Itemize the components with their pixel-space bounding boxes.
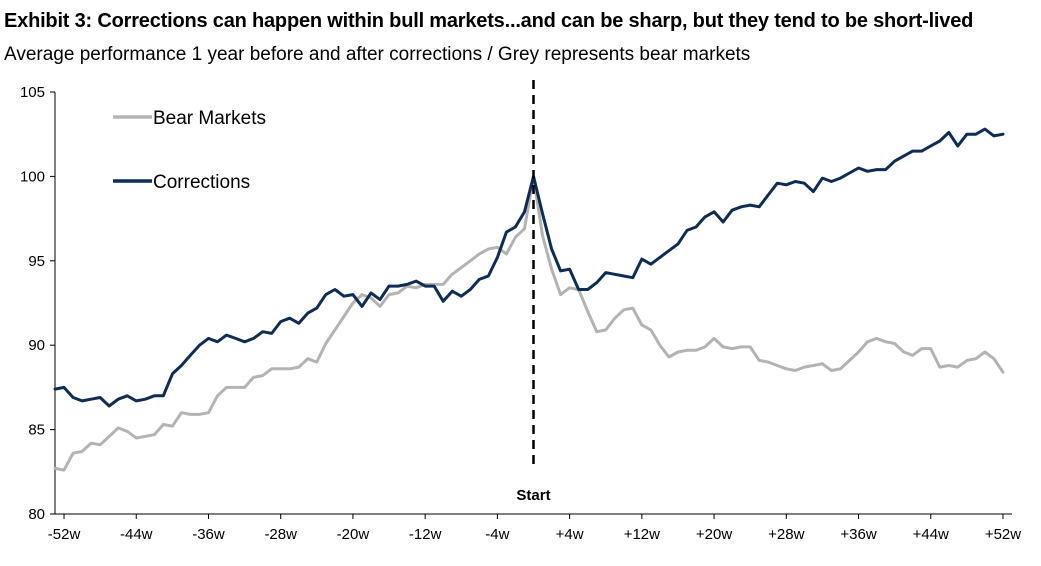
chart-legend: Bear Markets Corrections [113,108,266,193]
x-tick-label: +52w [985,526,1021,543]
x-tick-label: -20w [337,526,370,543]
chart-title: Exhibit 3: Corrections can happen within… [4,10,974,32]
x-tick-label: +44w [913,526,949,543]
y-tick-label: 95 [28,253,45,270]
y-tick-label: 85 [28,422,45,439]
y-tick-label: 105 [20,84,45,101]
series-line-bear-markets [53,174,1005,472]
y-tick-label: 80 [28,506,45,523]
x-tick-label: +28w [768,526,804,543]
chart-axes: 80 85 90 95 100 105 -52w -44w -36w -28w -20w -12w -4… [20,84,1021,543]
x-tick-label: -36w [192,526,225,543]
x-tick-label: -28w [264,526,297,543]
start-marker: Start [516,80,551,504]
start-label: Start [516,487,550,504]
x-tick-label: -12w [409,526,442,543]
y-tick-label: 90 [28,337,45,354]
y-tick-label: 100 [20,168,45,185]
legend-label-corrections: Corrections [153,172,250,193]
x-tick-label: -52w [48,526,81,543]
x-tick-label: +4w [556,526,584,543]
x-tick-label: -4w [485,526,509,543]
x-tick-label: -44w [120,526,153,543]
legend-label-bear-markets: Bear Markets [153,108,266,129]
x-tick-label: +12w [624,526,660,543]
x-tick-label: +36w [840,526,876,543]
chart-series [53,127,1005,472]
chart-subtitle: Average performance 1 year before and af… [4,44,751,65]
x-tick-label: +20w [696,526,732,543]
series-line-corrections [53,127,1005,408]
